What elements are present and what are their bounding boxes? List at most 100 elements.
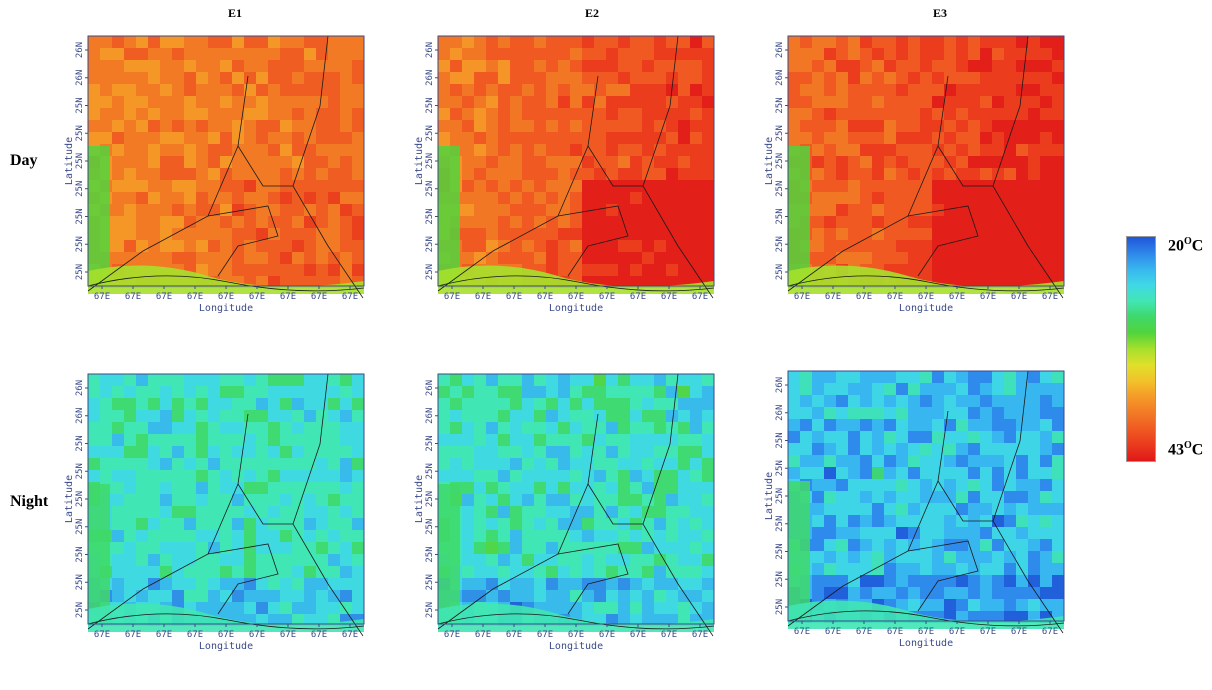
- temperature-cell: [630, 566, 642, 578]
- temperature-cell: [824, 156, 836, 168]
- temperature-cell: [462, 72, 474, 84]
- temperature-cell: [968, 575, 980, 587]
- temperature-cell: [208, 264, 220, 276]
- temperature-cell: [196, 72, 208, 84]
- temperature-cell: [812, 527, 824, 539]
- temperature-cell: [690, 48, 702, 60]
- temperature-cell: [534, 216, 546, 228]
- temperature-cell: [498, 36, 510, 48]
- temperature-cell: [992, 72, 1004, 84]
- temperature-cell: [112, 216, 124, 228]
- temperature-cell: [112, 554, 124, 566]
- temperature-cell: [570, 108, 582, 120]
- temperature-cell: [510, 84, 522, 96]
- temperature-cell: [304, 60, 316, 72]
- temperature-cell: [184, 494, 196, 506]
- temperature-cell: [812, 479, 824, 491]
- temperature-cell: [630, 72, 642, 84]
- temperature-cell: [606, 240, 618, 252]
- temperature-cell: [788, 120, 800, 132]
- temperature-cell: [666, 578, 678, 590]
- temperature-cell: [824, 539, 836, 551]
- temperature-cell: [1052, 395, 1064, 407]
- temperature-cell: [582, 120, 594, 132]
- temperature-cell: [582, 96, 594, 108]
- temperature-cell: [280, 566, 292, 578]
- temperature-cell: [304, 240, 316, 252]
- temperature-cell: [208, 72, 220, 84]
- temperature-cell: [836, 120, 848, 132]
- temperature-cell: [304, 614, 316, 626]
- sea-region: [788, 600, 1064, 629]
- temperature-cell: [848, 371, 860, 383]
- temperature-cell: [1040, 503, 1052, 515]
- temperature-cell: [848, 216, 860, 228]
- boundary-line: [937, 480, 993, 522]
- temperature-cell: [498, 590, 510, 602]
- temperature-cell: [462, 132, 474, 144]
- temperature-cell: [510, 458, 522, 470]
- temperature-cell: [690, 542, 702, 554]
- temperature-cell: [304, 518, 316, 530]
- temperature-cell: [618, 398, 630, 410]
- temperature-cell: [630, 192, 642, 204]
- temperature-cell: [812, 395, 824, 407]
- temperature-cell: [992, 419, 1004, 431]
- temperature-cell: [450, 120, 462, 132]
- temperature-cell: [184, 72, 196, 84]
- temperature-cell: [112, 494, 124, 506]
- temperature-cell: [304, 252, 316, 264]
- temperature-cell: [980, 48, 992, 60]
- temperature-cell: [124, 578, 136, 590]
- x-tick-label: 67E: [1042, 292, 1058, 302]
- temperature-cell: [570, 252, 582, 264]
- temperature-cell: [268, 458, 280, 470]
- temperature-cell: [594, 60, 606, 72]
- temperature-cell: [486, 518, 498, 530]
- temperature-cell: [256, 494, 268, 506]
- temperature-cell: [124, 482, 136, 494]
- temperature-cell: [1040, 575, 1052, 587]
- temperature-cell: [582, 386, 594, 398]
- temperature-cell: [896, 228, 908, 240]
- temperature-cell: [534, 36, 546, 48]
- temperature-cell: [546, 494, 558, 506]
- y-tick-label: 25N: [75, 181, 85, 197]
- x-tick-label: 67E: [661, 630, 677, 640]
- temperature-cell: [582, 530, 594, 542]
- temperature-cell: [124, 144, 136, 156]
- temperature-cell: [304, 470, 316, 482]
- temperature-cell: [848, 96, 860, 108]
- temperature-cell: [836, 240, 848, 252]
- temperature-cell: [160, 554, 172, 566]
- temperature-cell: [462, 578, 474, 590]
- temperature-cell: [352, 96, 364, 108]
- temperature-cell: [256, 120, 268, 132]
- temperature-cell: [944, 264, 956, 276]
- temperature-cell: [558, 374, 570, 386]
- temperature-cell: [88, 120, 100, 132]
- temperature-cell: [316, 156, 328, 168]
- temperature-cell: [800, 132, 812, 144]
- temperature-cell: [340, 60, 352, 72]
- temperature-cell: [208, 506, 220, 518]
- temperature-cell: [546, 374, 558, 386]
- temperature-cell: [1040, 515, 1052, 527]
- temperature-cell: [208, 446, 220, 458]
- temperature-cell: [642, 252, 654, 264]
- temperature-cell: [812, 467, 824, 479]
- temperature-cell: [220, 84, 232, 96]
- temperature-cell: [546, 204, 558, 216]
- temperature-cell: [908, 108, 920, 120]
- temperature-cell: [1004, 491, 1016, 503]
- temperature-cell: [980, 599, 992, 611]
- temperature-cell: [1040, 216, 1052, 228]
- temperature-cell: [642, 216, 654, 228]
- temperature-cell: [292, 530, 304, 542]
- temperature-cell: [196, 120, 208, 132]
- temperature-cell: [956, 575, 968, 587]
- temperature-cell: [486, 144, 498, 156]
- temperature-cell: [618, 216, 630, 228]
- temperature-cell: [450, 386, 462, 398]
- temperature-cell: [956, 455, 968, 467]
